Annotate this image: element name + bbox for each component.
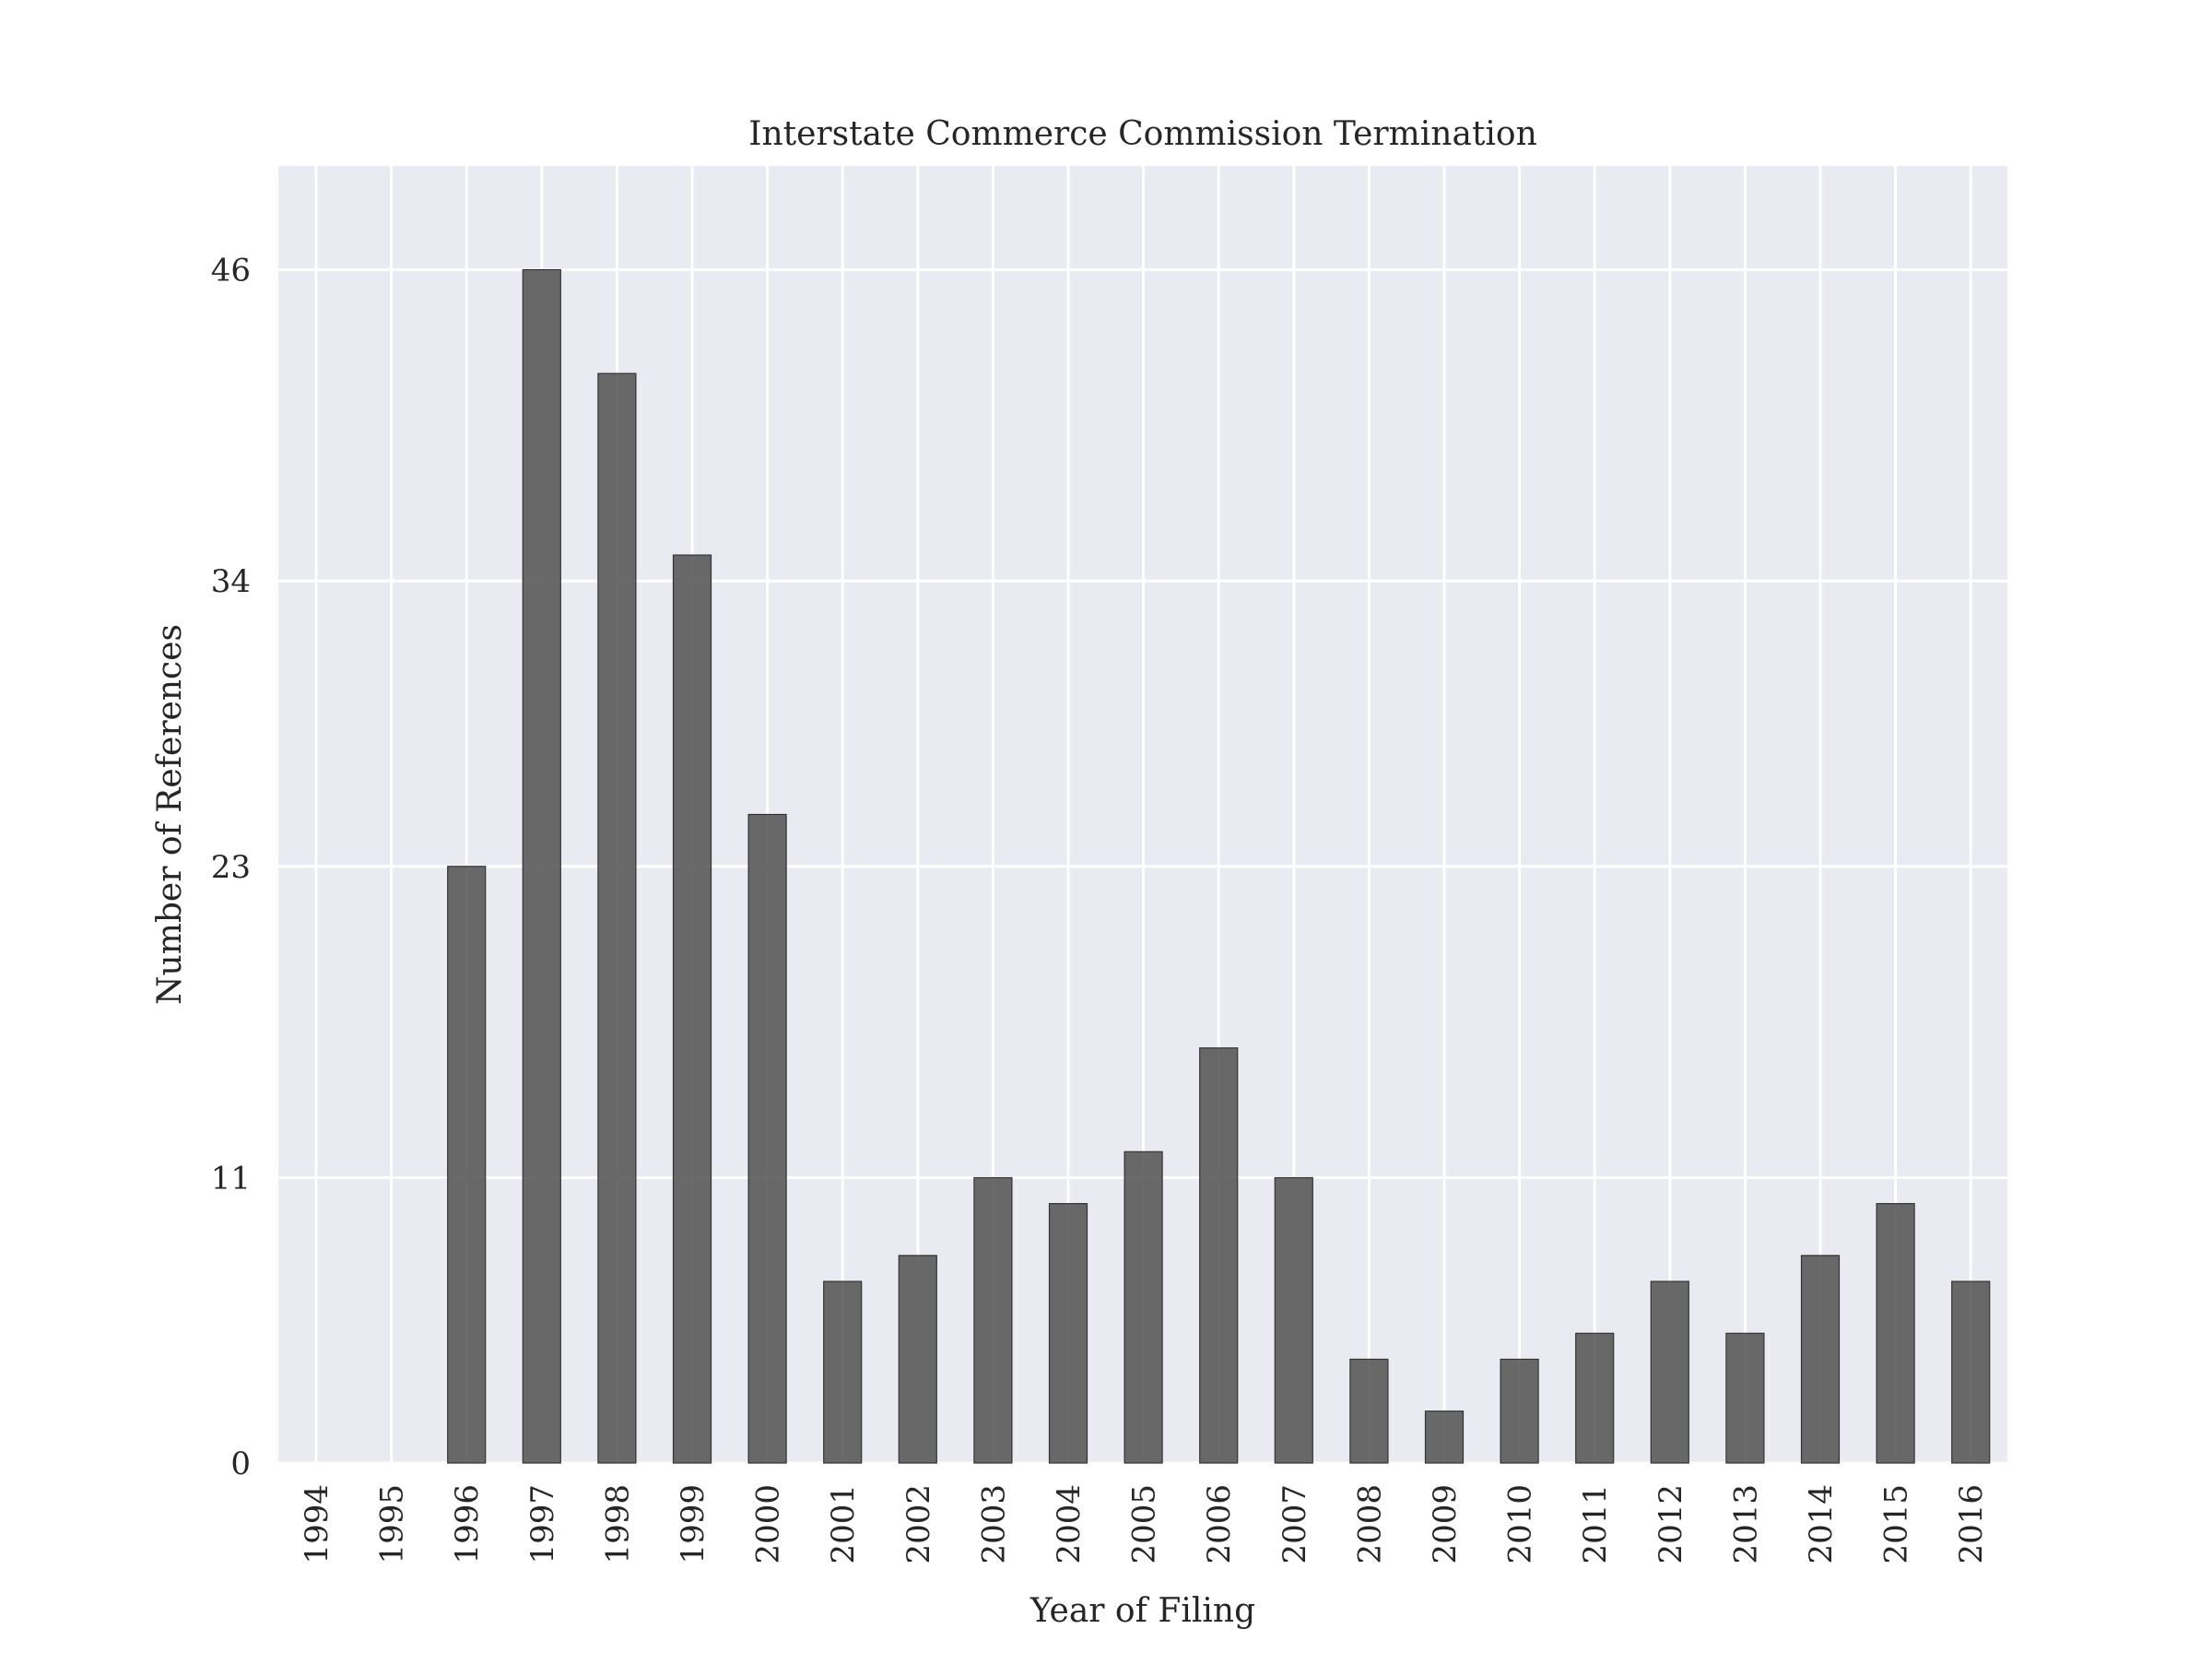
chart-title: Interstate Commerce Commission Terminati… — [748, 115, 1537, 153]
x-tick-label: 2000 — [750, 1484, 787, 1564]
x-tick-label: 2004 — [1051, 1484, 1088, 1564]
bar-2008 — [1349, 1358, 1389, 1464]
y-tick-label: 0 — [230, 1446, 251, 1482]
x-tick-label: 1998 — [599, 1484, 636, 1564]
x-tick-label: 2007 — [1277, 1484, 1313, 1564]
y-tick-label: 34 — [211, 563, 251, 600]
x-tick-label: 2006 — [1201, 1484, 1238, 1564]
bar-2012 — [1650, 1280, 1689, 1464]
x-tick-label: 2008 — [1351, 1484, 1388, 1564]
x-tick-label: 2002 — [900, 1484, 937, 1564]
y-tick-label: 46 — [211, 253, 251, 289]
y-tick-label: 23 — [211, 849, 251, 886]
x-tick-label: 2003 — [975, 1484, 1012, 1564]
x-tick-labels: 1994 1995 1996 1997 1998 1999 2000 2001 2002 2003… — [299, 1484, 1990, 1564]
bar-2014 — [1800, 1255, 1841, 1464]
x-tick-label: 2009 — [1427, 1484, 1464, 1564]
bar-2013 — [1725, 1332, 1765, 1464]
bar-2007 — [1274, 1176, 1313, 1464]
x-tick-label: 1995 — [374, 1484, 411, 1564]
x-tick-label: 2015 — [1878, 1484, 1915, 1564]
bar-2002 — [898, 1255, 937, 1464]
y-tick-labels: 0 11 23 34 46 — [211, 253, 251, 1482]
x-axis-label: Year of Filing — [1030, 1592, 1255, 1630]
x-tick-label: 2012 — [1653, 1484, 1689, 1564]
bar-2016 — [1951, 1280, 1991, 1464]
bar-1996 — [447, 866, 487, 1464]
x-tick-label: 1999 — [675, 1484, 712, 1564]
x-tick-label: 2016 — [1953, 1484, 1990, 1564]
x-tick-label: 1996 — [449, 1484, 486, 1564]
bar-2010 — [1500, 1358, 1539, 1464]
bar-2005 — [1124, 1151, 1163, 1464]
bar-2009 — [1424, 1410, 1465, 1464]
x-tick-label: 2014 — [1803, 1484, 1840, 1564]
x-tick-label: 1994 — [299, 1484, 335, 1564]
x-tick-label: 2010 — [1502, 1484, 1539, 1564]
bar-2006 — [1199, 1047, 1239, 1464]
bar-1997 — [522, 268, 561, 1464]
x-tick-label: 2001 — [825, 1484, 862, 1564]
y-axis-label: Number of References — [151, 624, 189, 1005]
bar-2000 — [747, 813, 787, 1464]
bar-2001 — [823, 1280, 863, 1464]
bar-2004 — [1048, 1202, 1088, 1464]
bars — [447, 268, 1991, 1464]
bar-2011 — [1575, 1332, 1615, 1464]
bar-2003 — [973, 1176, 1013, 1464]
bar-1999 — [672, 554, 712, 1464]
bar-2015 — [1876, 1202, 1915, 1464]
bar-1998 — [597, 372, 637, 1464]
x-tick-label: 2005 — [1126, 1484, 1163, 1564]
x-tick-label: 1997 — [524, 1484, 561, 1564]
x-tick-label: 2011 — [1577, 1484, 1614, 1564]
x-tick-label: 2013 — [1727, 1484, 1764, 1564]
y-tick-label: 11 — [211, 1160, 251, 1197]
